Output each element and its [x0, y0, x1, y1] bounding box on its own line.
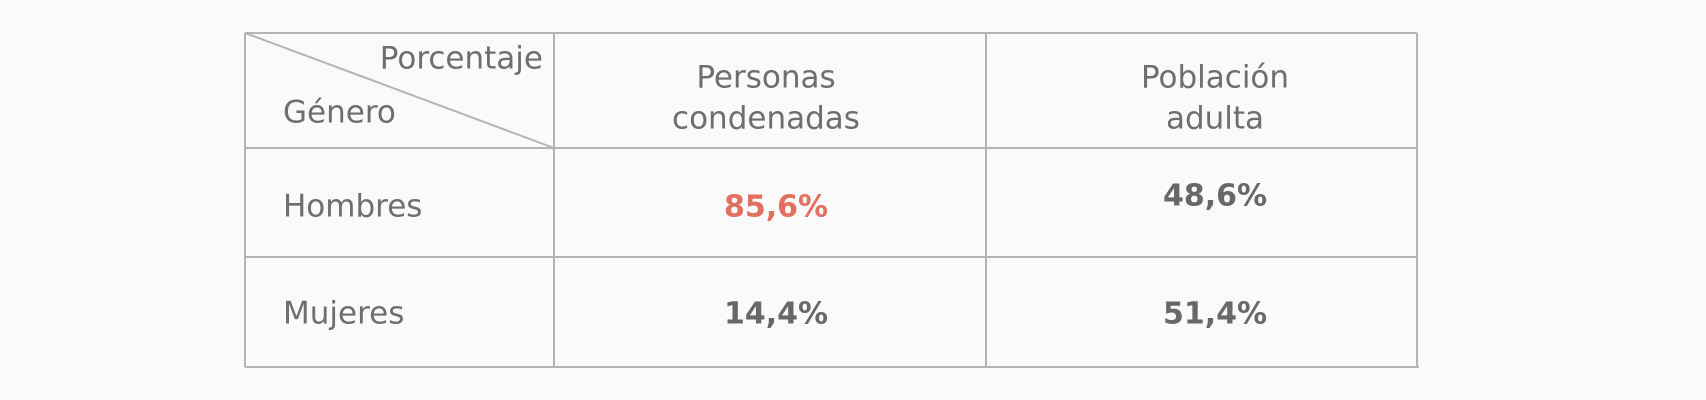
cell-value: 51,4%	[1163, 297, 1267, 332]
column-header: condenadas	[672, 101, 860, 137]
cell-value: 14,4%	[724, 297, 828, 332]
corner-top: Porcentaje	[380, 41, 543, 77]
row-label: Mujeres	[283, 296, 404, 332]
column-header: Población	[1141, 60, 1289, 96]
row-label: Hombres	[283, 189, 422, 225]
corner-bottom: Género	[283, 95, 396, 131]
column-header: adulta	[1166, 101, 1264, 137]
cell-value: 85,6%	[724, 190, 828, 225]
grid	[244, 32, 1419, 368]
diagonal	[244, 32, 555, 149]
cell-value: 48,6%	[1163, 179, 1267, 214]
column-header: Personas	[696, 60, 835, 96]
